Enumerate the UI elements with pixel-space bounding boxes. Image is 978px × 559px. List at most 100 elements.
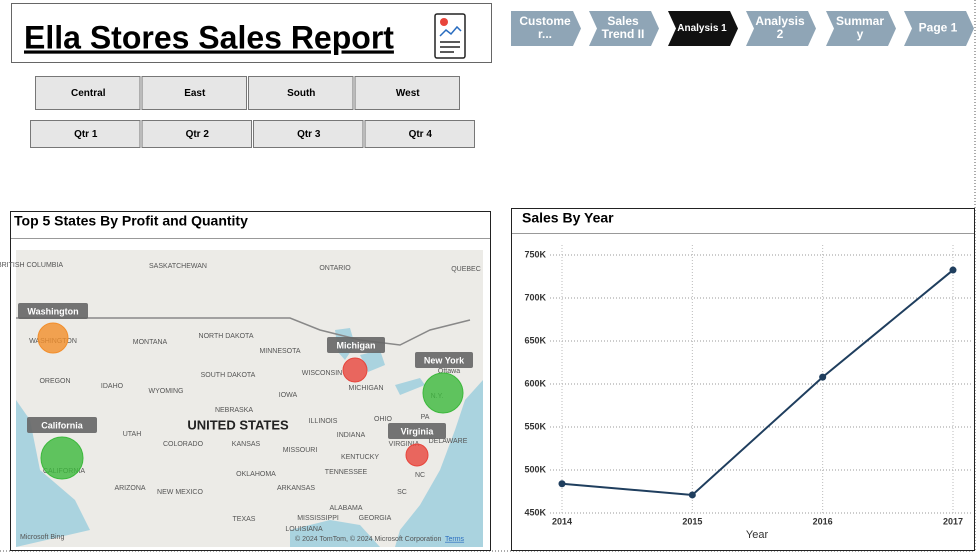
- map-place-label: OHIO: [374, 416, 392, 423]
- y-tick-label: 500K: [524, 464, 546, 474]
- slicer-label[interactable]: South: [287, 88, 315, 99]
- map-place-label: WYOMING: [149, 388, 184, 395]
- map-bubble[interactable]: [422, 372, 464, 414]
- map-place-label: SASKATCHEWAN: [149, 263, 207, 270]
- map-bubble[interactable]: [37, 322, 69, 354]
- data-point: [949, 266, 957, 274]
- map-place-label: NC: [415, 472, 425, 479]
- data-point: [819, 373, 827, 381]
- slicer-button[interactable]: [354, 76, 460, 110]
- slicer-button[interactable]: [253, 120, 364, 148]
- map-copyright: © 2024 TomTom, © 2024 Microsoft Corporat…: [295, 535, 441, 543]
- map-place-label: NORTH DAKOTA: [199, 333, 254, 340]
- bubble-tag: [388, 423, 446, 439]
- map-logo: Microsoft Bing: [20, 534, 64, 541]
- nav-button[interactable]: [511, 11, 581, 46]
- bubble-tag: [327, 337, 385, 353]
- slicer-button[interactable]: [35, 76, 141, 110]
- map-place-label: MICHIGAN: [349, 385, 384, 392]
- nav-label[interactable]: Page 1: [919, 21, 958, 35]
- map-place-label: UTAH: [123, 431, 142, 438]
- map-place-label: NEW MEXICO: [157, 489, 203, 496]
- x-tick-label: 2015: [682, 516, 702, 526]
- map-place-label: NEBRASKA: [215, 407, 253, 414]
- y-tick-label: 700K: [524, 292, 546, 302]
- slicer-label[interactable]: East: [184, 88, 206, 99]
- slicer-button[interactable]: [141, 76, 247, 110]
- nav-label[interactable]: Analysis 1: [677, 23, 727, 34]
- map-bubble[interactable]: [40, 436, 84, 480]
- header-box: [11, 3, 492, 63]
- map-place-label: MINNESOTA: [259, 348, 300, 355]
- map-place-label: TEXAS: [233, 516, 256, 523]
- chart-title: Sales By Year: [522, 210, 614, 226]
- map-place-label: MONTANA: [133, 339, 168, 346]
- nav-button[interactable]: [589, 11, 659, 46]
- nav-label[interactable]: Trend II: [602, 27, 645, 41]
- map-place-label: Ottawa: [438, 368, 460, 375]
- x-tick-label: 2016: [813, 516, 833, 526]
- nav-label[interactable]: y: [857, 27, 864, 41]
- map-bubble[interactable]: [405, 443, 429, 467]
- bubble-label: Michigan: [336, 340, 375, 350]
- slicer-button[interactable]: [141, 120, 252, 148]
- nav-button[interactable]: [668, 11, 738, 46]
- bubble-label: New York: [424, 355, 465, 365]
- bubble-label: Virginia: [401, 426, 435, 436]
- slicer-label[interactable]: Qtr 3: [297, 129, 321, 140]
- nav-label[interactable]: Custome: [519, 14, 571, 28]
- series-line: [561, 269, 954, 496]
- report-title: Ella Stores Sales Report: [24, 19, 394, 55]
- slicer-label[interactable]: Qtr 4: [409, 129, 433, 140]
- map-place-label: MISSOURI: [283, 447, 318, 454]
- map-place-label: WISCONSIN: [302, 370, 342, 377]
- map-place-label: OREGON: [39, 378, 70, 385]
- map-title: Top 5 States By Profit and Quantity: [14, 213, 248, 229]
- map-terms[interactable]: Terms: [445, 536, 465, 543]
- y-tick-label: 450K: [524, 507, 546, 517]
- map-place-label: GEORGIA: [359, 515, 392, 522]
- slicer-label[interactable]: Central: [71, 88, 106, 99]
- slicer-button[interactable]: [30, 120, 141, 148]
- data-point: [688, 491, 696, 499]
- map-place-label: IDAHO: [101, 383, 124, 390]
- map-place-label: KANSAS: [232, 441, 261, 448]
- map-place-label: COLORADO: [163, 441, 204, 448]
- y-tick-label: 550K: [524, 421, 546, 431]
- data-point: [558, 480, 566, 488]
- y-tick-label: 650K: [524, 335, 546, 345]
- y-tick-label: 600K: [524, 378, 546, 388]
- nav-button[interactable]: [746, 11, 816, 46]
- nav-button[interactable]: [904, 11, 974, 46]
- nav-label[interactable]: Analysis: [755, 14, 805, 28]
- map-place-label: SOUTH DAKOTA: [201, 372, 256, 379]
- map-place-label: BRITISH COLUMBIA: [0, 262, 63, 269]
- slicer-button[interactable]: [364, 120, 475, 148]
- nav-label[interactable]: Summar: [836, 14, 884, 28]
- x-axis-title: Year: [746, 529, 769, 541]
- y-tick-label: 750K: [524, 249, 546, 259]
- map-place-label: ARIZONA: [114, 485, 145, 492]
- map-place-label: ALABAMA: [329, 505, 362, 512]
- nav-label[interactable]: Sales: [607, 14, 639, 28]
- map-place-label: ILLINOIS: [309, 418, 338, 425]
- slicer-label[interactable]: West: [396, 88, 420, 99]
- bubble-label: California: [41, 420, 84, 430]
- map-place-label: MISSISSIPPI: [297, 515, 339, 522]
- map: BRITISH COLUMBIA SASKATCHEWAN ONTARIO QUEBE…: [0, 250, 483, 547]
- x-tick-label: 2017: [943, 516, 963, 526]
- slicer-button[interactable]: [248, 76, 354, 110]
- slicer-label[interactable]: Qtr 2: [186, 129, 210, 140]
- nav-button[interactable]: [826, 11, 896, 46]
- map-place-label: VIRGINIA: [389, 441, 420, 448]
- map-bubble[interactable]: [342, 357, 368, 383]
- bubble-tag: [18, 303, 88, 319]
- bubble-tag: [27, 417, 97, 433]
- nav-label[interactable]: r...: [538, 27, 552, 41]
- nav-label[interactable]: 2: [777, 27, 784, 41]
- map-place-label: KENTUCKY: [341, 454, 379, 461]
- bubble-tag: [415, 352, 473, 368]
- slicer-label[interactable]: Qtr 1: [74, 129, 98, 140]
- map-place-label: QUEBEC: [451, 266, 481, 273]
